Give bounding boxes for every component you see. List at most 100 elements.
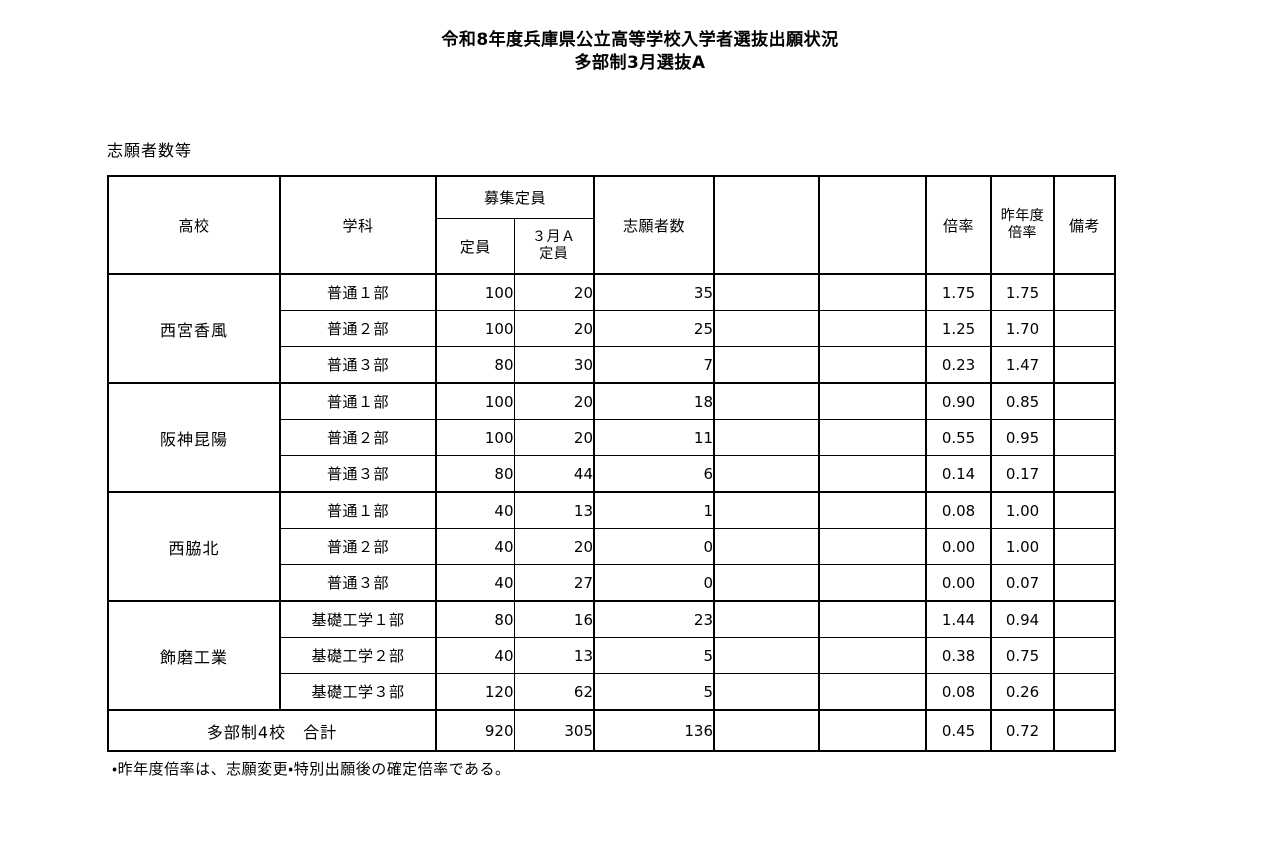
last-year-ratio-cell: 0.94 <box>990 600 1056 638</box>
quota-march-a-cell: 27 <box>513 564 596 602</box>
school-name-cell: 阪神昆陽 <box>107 382 281 493</box>
table-row: 阪神昆陽 普通１部 100 20 18 0.90 0.85 <box>107 382 1116 493</box>
quota-march-a-cell: 20 <box>513 528 596 565</box>
header-school: 高校 <box>107 175 281 275</box>
department-cell: 普通１部 <box>279 491 437 529</box>
quota-total-cell: 40 <box>435 528 515 565</box>
table-body: 西宮香風 普通１部 100 20 35 1.75 1.75 普通２部 100 20 25 1.25 1.… <box>107 273 1116 752</box>
blank-cell-1 <box>713 455 821 493</box>
total-quota-march-a-cell: 305 <box>513 709 596 752</box>
header-row-bottom: 定員 ３月Ａ 定員 <box>108 218 1115 275</box>
department-cell: 普通１部 <box>279 382 437 420</box>
quota-march-a-cell: 62 <box>513 673 596 711</box>
table-header: 高校 学科 募集定員 志願者数 倍率 昨年度 倍率 備考 定員 ３月Ａ 定員 <box>107 175 1116 275</box>
footnote: ・昨年度倍率は、志願変更・特別出願後の確定倍率である。 <box>112 760 511 778</box>
applicants-cell: 25 <box>593 310 716 347</box>
remarks-cell <box>1053 564 1116 602</box>
department-cell: 基礎工学３部 <box>279 673 437 711</box>
remarks-cell <box>1053 491 1116 529</box>
quota-total-cell: 40 <box>435 491 515 529</box>
total-quota-total-cell: 920 <box>435 709 515 752</box>
ratio-cell: 0.00 <box>925 564 993 602</box>
remarks-cell <box>1053 346 1116 384</box>
blank-cell-1 <box>713 419 821 456</box>
last-year-ratio-cell: 1.00 <box>990 528 1056 565</box>
remarks-cell <box>1053 310 1116 347</box>
applicants-cell: 11 <box>593 419 716 456</box>
quota-total-cell: 80 <box>435 600 515 638</box>
total-remarks-cell <box>1053 709 1116 752</box>
quota-march-a-cell: 20 <box>513 273 596 311</box>
quota-march-a-cell: 13 <box>513 491 596 529</box>
applicants-cell: 1 <box>593 491 716 529</box>
quota-march-a-cell: 13 <box>513 637 596 674</box>
ratio-cell: 0.08 <box>925 673 993 711</box>
department-cell: 基礎工学１部 <box>279 600 437 638</box>
department-cell: 普通２部 <box>279 528 437 565</box>
quota-march-a-cell: 44 <box>513 455 596 493</box>
department-cell: 普通３部 <box>279 564 437 602</box>
table-row: 普通３部 80 44 6 0.14 0.17 <box>108 455 1116 493</box>
remarks-cell <box>1053 419 1116 456</box>
table-row: 普通２部 100 20 11 0.55 0.95 <box>108 419 1116 456</box>
remarks-cell <box>1053 382 1116 420</box>
last-year-ratio-cell: 0.17 <box>990 455 1056 493</box>
ratio-cell: 0.90 <box>925 382 993 420</box>
applicants-cell: 6 <box>593 455 716 493</box>
table-row: 普通３部 80 30 7 0.23 1.47 <box>108 346 1116 384</box>
last-year-ratio-cell: 1.70 <box>990 310 1056 347</box>
table-row: 普通３部 40 27 0 0.00 0.07 <box>108 564 1116 602</box>
last-year-ratio-cell: 1.47 <box>990 346 1056 384</box>
blank-cell-1 <box>713 673 821 711</box>
quota-total-cell: 40 <box>435 564 515 602</box>
table-row: 西脇北 普通１部 40 13 1 0.08 1.00 <box>107 491 1116 602</box>
total-label-cell: 多部制4校 合計 <box>107 709 437 752</box>
quota-total-cell: 100 <box>435 273 515 311</box>
ratio-cell: 1.44 <box>925 600 993 638</box>
blank-cell-1 <box>713 273 821 311</box>
blank-cell-1 <box>713 528 821 565</box>
total-row: 多部制4校 合計 920 305 136 0.45 0.72 <box>107 709 1116 752</box>
ratio-cell: 1.75 <box>925 273 993 311</box>
quota-march-a-cell: 20 <box>513 382 596 420</box>
header-department: 学科 <box>279 175 437 275</box>
ratio-cell: 0.55 <box>925 419 993 456</box>
department-cell: 普通２部 <box>279 310 437 347</box>
header-quota-total: 定員 <box>435 218 515 275</box>
school-name-cell: 西脇北 <box>107 491 281 602</box>
total-blank-cell-2 <box>818 709 928 752</box>
last-year-ratio-cell: 1.75 <box>990 273 1056 311</box>
department-cell: 普通１部 <box>279 273 437 311</box>
header-last-year-ratio-line1: 昨年度 <box>1000 207 1045 224</box>
quota-total-cell: 40 <box>435 637 515 674</box>
quota-total-cell: 100 <box>435 419 515 456</box>
last-year-ratio-cell: 0.75 <box>990 637 1056 674</box>
document-title: 令和8年度兵庫県公立高等学校入学者選抜出願状況 多部制3月選抜A <box>0 0 1280 75</box>
blank-cell-2 <box>818 419 928 456</box>
last-year-ratio-cell: 0.26 <box>990 673 1056 711</box>
blank-cell-2 <box>818 382 928 420</box>
ratio-cell: 1.25 <box>925 310 993 347</box>
header-remarks: 備考 <box>1053 175 1116 275</box>
applicants-cell: 18 <box>593 382 716 420</box>
blank-cell-2 <box>818 455 928 493</box>
department-cell: 普通３部 <box>279 346 437 384</box>
quota-march-a-cell: 20 <box>513 419 596 456</box>
last-year-ratio-cell: 0.95 <box>990 419 1056 456</box>
blank-cell-1 <box>713 491 821 529</box>
ratio-cell: 0.14 <box>925 455 993 493</box>
applicants-cell: 23 <box>593 600 716 638</box>
header-quota-march-a-line2: 定員 <box>539 246 569 262</box>
quota-march-a-cell: 16 <box>513 600 596 638</box>
quota-total-cell: 100 <box>435 382 515 420</box>
remarks-cell <box>1053 673 1116 711</box>
total-applicants-cell: 136 <box>593 709 716 752</box>
quota-march-a-cell: 20 <box>513 310 596 347</box>
quota-total-cell: 100 <box>435 310 515 347</box>
school-name-cell: 飾磨工業 <box>107 600 281 711</box>
ratio-cell: 0.23 <box>925 346 993 384</box>
blank-cell-2 <box>818 564 928 602</box>
blank-cell-1 <box>713 346 821 384</box>
header-quota-march-a: ３月Ａ 定員 <box>513 218 596 275</box>
